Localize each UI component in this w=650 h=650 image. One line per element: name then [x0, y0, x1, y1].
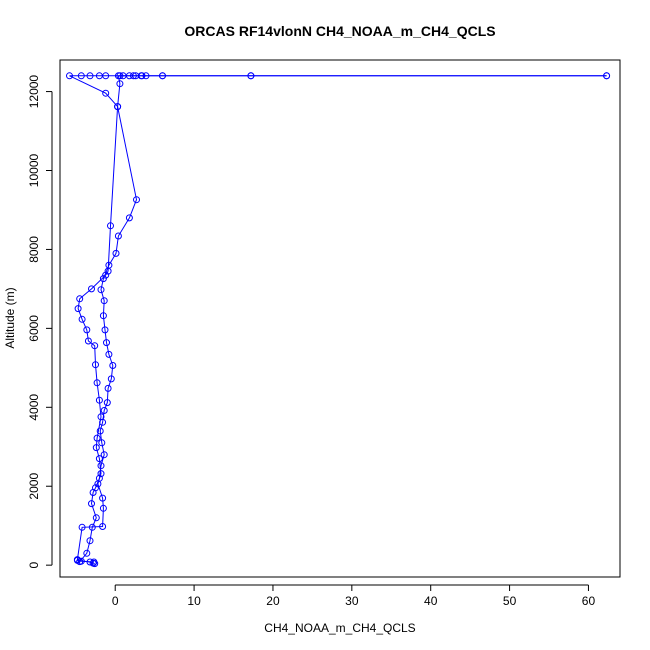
data-point — [99, 275, 107, 283]
data-point — [84, 337, 92, 345]
data-point — [99, 312, 107, 320]
series-layer — [66, 72, 611, 568]
data-point — [107, 375, 115, 383]
data-point — [103, 399, 111, 407]
series-2 — [73, 72, 611, 566]
data-point — [119, 72, 127, 80]
x-tick-label: 0 — [112, 594, 119, 608]
data-point — [98, 439, 106, 447]
data-point — [133, 196, 140, 204]
y-tick-label: 0 — [27, 562, 41, 569]
data-point — [159, 72, 166, 80]
x-tick-label: 60 — [582, 594, 596, 608]
data-point — [92, 514, 100, 522]
data-point — [100, 451, 108, 459]
data-point — [95, 396, 103, 404]
data-point — [102, 89, 110, 97]
y-tick-label: 6000 — [27, 315, 41, 342]
data-point — [73, 556, 81, 564]
y-axis: 0 2000 4000 6000 8000 10000 12000 — [27, 75, 53, 569]
data-point — [83, 549, 91, 557]
x-tick-label: 10 — [187, 594, 201, 608]
data-point — [100, 297, 108, 305]
data-point — [138, 72, 146, 80]
data-point — [92, 361, 99, 369]
data-point — [114, 103, 122, 111]
data-point — [78, 523, 86, 531]
series-line — [76, 75, 607, 563]
data-point — [83, 326, 91, 334]
data-point — [125, 214, 133, 222]
data-point — [104, 384, 112, 392]
x-axis: 0 10 20 30 40 50 60 — [112, 584, 596, 608]
data-point — [86, 537, 94, 545]
y-tick-label: 2000 — [27, 473, 41, 500]
y-tick-label: 10000 — [27, 153, 41, 187]
plot-frame — [59, 59, 621, 578]
x-tick-label: 50 — [503, 594, 517, 608]
data-point — [90, 558, 98, 566]
data-point — [88, 285, 95, 293]
data-point — [100, 407, 108, 414]
data-point — [99, 504, 107, 512]
data-point — [97, 413, 105, 421]
x-tick-label: 20 — [266, 594, 280, 608]
data-point — [93, 434, 101, 442]
data-point — [102, 72, 110, 80]
data-point — [77, 557, 85, 565]
y-axis-label: Altitude (m) — [3, 287, 17, 348]
series-line — [69, 75, 607, 565]
data-point — [114, 232, 122, 240]
data-point — [92, 444, 100, 452]
data-point — [95, 455, 103, 463]
x-axis-label: CH4_NOAA_m_CH4_QCLS — [264, 621, 415, 635]
data-point — [93, 379, 101, 387]
data-point — [77, 72, 85, 80]
series-1 — [66, 72, 611, 568]
y-tick-label: 12000 — [27, 75, 41, 109]
data-point — [109, 362, 117, 369]
data-point — [99, 494, 107, 502]
data-point — [66, 72, 73, 80]
y-tick-label: 4000 — [27, 394, 41, 421]
data-point — [247, 72, 255, 80]
data-point — [105, 350, 113, 358]
data-point — [97, 470, 105, 478]
x-tick-label: 40 — [424, 594, 438, 608]
x-tick-label: 30 — [345, 594, 359, 608]
data-point — [94, 480, 102, 488]
data-point — [97, 286, 105, 294]
data-point — [99, 523, 107, 530]
data-point — [91, 342, 99, 350]
data-point — [76, 295, 84, 303]
data-point — [74, 305, 82, 313]
data-point — [112, 249, 120, 257]
data-point — [97, 462, 105, 470]
data-point — [88, 500, 95, 508]
data-point — [86, 72, 94, 80]
data-point — [103, 339, 110, 347]
data-point — [107, 222, 114, 230]
data-point — [114, 72, 122, 80]
data-point — [116, 80, 124, 88]
chart-title: ORCAS RF14vlonN CH4_NOAA_m_CH4_QCLS — [184, 23, 495, 39]
data-point — [78, 315, 86, 323]
data-point — [96, 427, 104, 435]
y-tick-label: 8000 — [27, 236, 41, 263]
data-point — [603, 72, 611, 80]
data-point — [129, 72, 137, 80]
data-point — [102, 271, 110, 279]
data-point — [101, 326, 109, 334]
